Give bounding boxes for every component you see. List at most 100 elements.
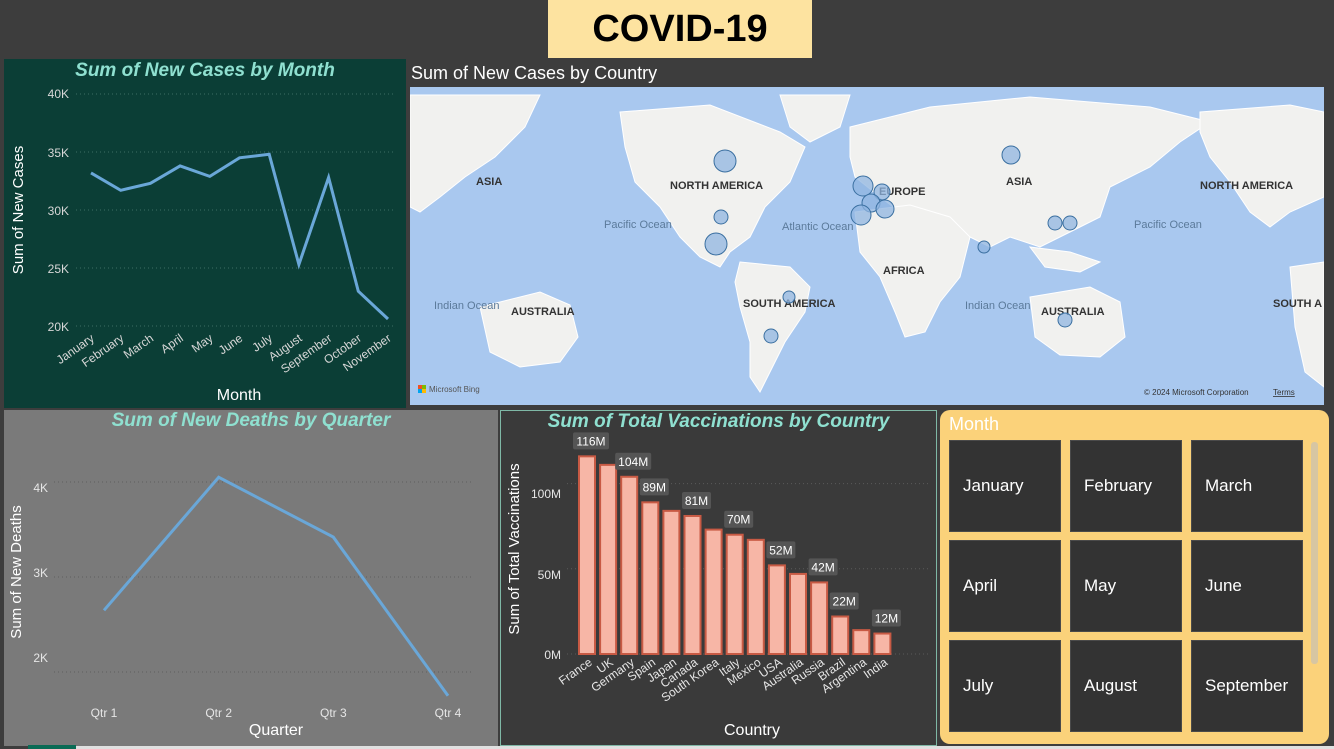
x-tick-label: India: [861, 655, 891, 682]
vaccination-bar: [683, 514, 702, 655]
y-tick-label: 40K: [48, 87, 69, 101]
slicer-item-march[interactable]: March: [1191, 440, 1303, 532]
deaths-series-line: [102, 475, 450, 697]
vaccination-bar: [620, 475, 639, 655]
y-tick-label: 0M: [544, 648, 561, 662]
slicer-item-june[interactable]: June: [1191, 540, 1303, 632]
country-bubble-usa[interactable]: [713, 209, 729, 225]
country-bubble-south-korea[interactable]: [1047, 215, 1063, 231]
cases-by-country-map[interactable]: Sum of New Cases by Country: [410, 59, 1324, 405]
map-terms-link[interactable]: Terms: [1273, 388, 1295, 397]
slicer-scrollbar[interactable]: [1311, 442, 1318, 664]
data-label-box: [808, 558, 838, 576]
slicer-item-may[interactable]: May: [1070, 540, 1182, 632]
landmass-australia: [1029, 286, 1126, 358]
deaths-chart-svg: 4K 3K 2K Qtr 1 Qtr 2 Qtr 3 Qtr 4 Quarter Su…: [8, 475, 474, 739]
country-bubble-australia[interactable]: [1057, 312, 1073, 328]
map-canvas[interactable]: ASIA NORTH AMERICA EUROPE ASIA NORTH AME…: [410, 87, 1324, 405]
deaths-chart-title: Sum of New Deaths by Quarter: [111, 410, 391, 431]
data-label-box: [871, 609, 901, 627]
vaccination-bar: [746, 538, 765, 655]
map-label: NORTH AMERICA: [670, 180, 763, 192]
vaccination-bar: [599, 463, 618, 655]
x-tick-label: March: [121, 331, 156, 362]
map-label: AUSTRALIA: [1041, 306, 1105, 318]
x-tick-label: April: [158, 331, 186, 356]
landmass-south-america: [734, 261, 811, 393]
deaths-x-axis-label: Quarter: [249, 722, 304, 739]
country-bubble-canada[interactable]: [713, 149, 737, 173]
ocean-label: Atlantic Ocean: [782, 221, 854, 233]
landmass-southeast-asia: [1028, 246, 1102, 273]
landmass-asia-west: [410, 94, 541, 213]
data-label: 42M: [811, 560, 834, 574]
data-label-box: [615, 452, 652, 470]
data-label-box: [682, 491, 711, 509]
landmass-north-america: [619, 104, 806, 268]
data-label-box: [766, 541, 796, 559]
map-label: SOUTH AMERICA: [743, 298, 836, 310]
country-bubble-spain[interactable]: [850, 204, 872, 226]
x-tick-label: Qtr 3: [320, 706, 347, 720]
vaccination-bar: [852, 629, 871, 655]
data-label: 89M: [643, 480, 666, 494]
page-tab-indicator[interactable]: [28, 745, 76, 749]
map-label: ASIA: [476, 176, 502, 188]
slicer-item-february[interactable]: February: [1070, 440, 1182, 532]
cases-chart-svg: 40K 35K 30K 25K 20K JanuaryFebruaryMarch…: [10, 87, 396, 404]
vaccination-bar: [578, 455, 596, 655]
month-slicer[interactable]: Month January February March April May J…: [940, 410, 1329, 744]
vacc-x-axis-label: Country: [724, 722, 780, 739]
map-label: AUSTRALIA: [511, 306, 575, 318]
slicer-item-january[interactable]: January: [949, 440, 1061, 532]
country-bubble-italy[interactable]: [875, 199, 895, 219]
country-bubble-japan[interactable]: [1062, 215, 1078, 231]
vacc-chart-title: Sum of Total Vaccinations by Country: [547, 411, 890, 432]
data-label-box: [724, 510, 754, 528]
map-label: EUROPE: [879, 186, 925, 198]
slicer-header: Month: [949, 414, 1000, 434]
country-bubble-mexico[interactable]: [704, 232, 728, 256]
bing-text: Microsoft Bing: [429, 385, 480, 394]
map-copyright: © 2024 Microsoft Corporation: [1144, 388, 1249, 397]
ocean-label: Indian Ocean: [434, 300, 499, 312]
case-bubbles[interactable]: [704, 145, 1078, 344]
data-label: 104M: [618, 455, 648, 469]
landmass-north-america-east: [1199, 104, 1324, 228]
country-bubble-russia[interactable]: [1001, 145, 1021, 165]
y-tick-label: 3K: [33, 566, 48, 580]
landmass-greenland: [779, 94, 851, 143]
data-label-box: [639, 478, 669, 496]
y-tick-label: 50M: [538, 568, 561, 582]
map-label: AFRICA: [883, 265, 925, 277]
slicer-item-august[interactable]: August: [1070, 640, 1182, 732]
deaths-by-quarter-chart[interactable]: Sum of New Deaths by Quarter 4K 3K 2K Qt…: [4, 410, 498, 746]
data-label: 22M: [833, 595, 856, 609]
vaccination-bar: [810, 581, 829, 656]
deaths-y-axis-label: Sum of New Deaths: [8, 505, 25, 638]
country-bubble-uk[interactable]: [852, 175, 874, 197]
slicer-item-september[interactable]: September: [1191, 640, 1303, 732]
data-label: 81M: [685, 494, 708, 508]
y-tick-label: 25K: [48, 262, 69, 276]
cases-chart-title: Sum of New Cases by Month: [75, 60, 335, 81]
x-tick-label: May: [189, 331, 216, 355]
x-tick-label: Qtr 2: [205, 706, 232, 720]
y-tick-label: 4K: [33, 481, 48, 495]
vaccination-bar: [725, 533, 744, 655]
landmass-australia-west: [479, 291, 579, 368]
country-bubble-brazil[interactable]: [782, 290, 796, 304]
slicer-item-july[interactable]: July: [949, 640, 1061, 732]
vaccination-bar: [767, 564, 786, 655]
slicer-item-april[interactable]: April: [949, 540, 1061, 632]
vaccinations-by-country-chart[interactable]: Sum of Total Vaccinations by Country 100…: [500, 410, 937, 746]
dashboard-title-box: COVID-19: [548, 0, 812, 58]
cases-by-month-chart[interactable]: Sum of New Cases by Month 40K 35K 30K 25…: [4, 59, 406, 408]
map-label: SOUTH A: [1273, 298, 1322, 310]
vacc-chart-svg: 100M 50M 0M 116M 104M 89M 81M 70M 52M 42M 22M 12…: [506, 432, 931, 739]
world-map-svg[interactable]: ASIA NORTH AMERICA EUROPE ASIA NORTH AME…: [410, 87, 1324, 405]
dashboard-title: COVID-19: [592, 7, 768, 50]
country-bubble-india[interactable]: [977, 240, 991, 254]
x-tick-label: June: [216, 331, 246, 358]
country-bubble-argentina[interactable]: [763, 328, 779, 344]
